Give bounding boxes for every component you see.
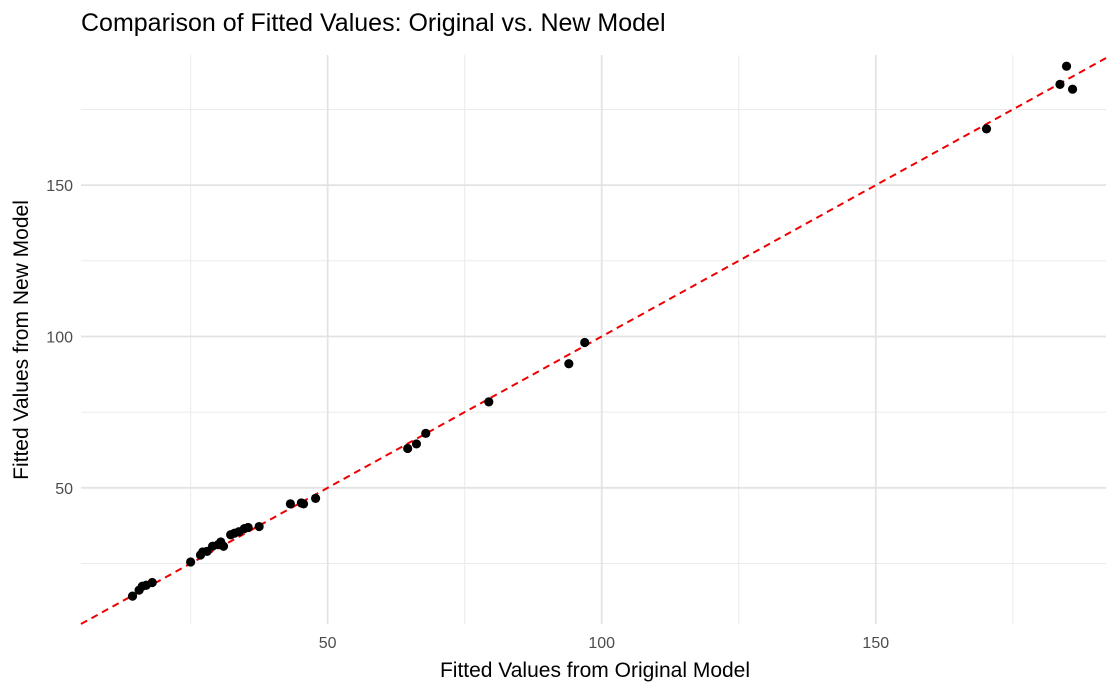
reference-line-layer [80,57,1107,625]
x-tick-label: 100 [588,635,615,652]
minor-gridlines [81,55,1106,624]
data-point [1067,84,1078,94]
y-tick-label: 100 [46,329,73,346]
x-tick-label: 150 [862,635,889,652]
data-point [127,591,138,601]
reference-line [80,57,1107,625]
x-axis-title: Fitted Values from Original Model [440,659,750,682]
data-point [981,124,992,134]
tick-labels: 50 100 150 50 100 150 [46,178,889,652]
data-point [403,443,413,454]
y-axis-title: Fitted Values from New Model [10,200,33,480]
data-point [564,359,574,369]
x-tick-label: 50 [319,635,337,652]
data-point [484,397,494,407]
data-point [1055,79,1065,89]
major-gridlines [81,55,1106,624]
data-point [218,541,229,551]
y-tick-label: 150 [46,178,73,195]
data-point [243,522,253,533]
data-point [147,577,157,588]
data-point [580,337,590,348]
points-layer [127,61,1078,601]
data-point [421,428,431,438]
data-point [298,499,309,509]
data-point [186,557,196,567]
chart-title: Comparison of Fitted Values: Original vs… [81,9,666,37]
data-point [411,439,422,449]
data-point [285,499,295,509]
data-point [254,521,264,532]
data-point [310,493,321,503]
y-tick-label: 50 [55,481,73,498]
data-point [1061,61,1072,71]
